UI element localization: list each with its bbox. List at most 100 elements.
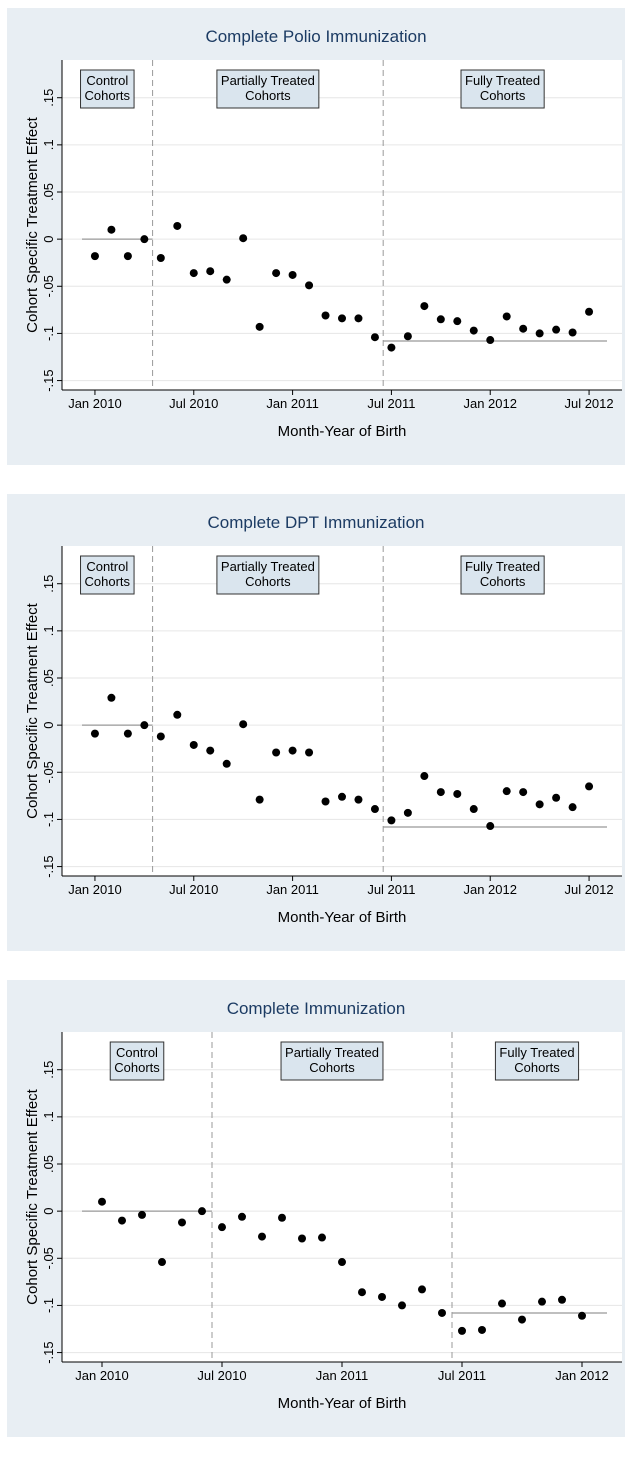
region-label-text: Partially Treated <box>221 73 315 88</box>
region-label-text: Cohorts <box>245 574 291 589</box>
region-label-box <box>460 555 545 595</box>
region-label-text: Cohorts <box>309 1060 355 1075</box>
data-point <box>140 721 149 730</box>
data-point <box>239 720 248 729</box>
plot-area <box>62 546 622 876</box>
y-tick-label: .05 <box>41 1155 56 1173</box>
chart-title: Complete Polio Immunization <box>205 27 426 46</box>
data-point <box>469 805 478 814</box>
data-point <box>370 805 379 814</box>
y-tick-label: .15 <box>41 89 56 107</box>
data-point <box>552 793 561 802</box>
data-point <box>398 1301 406 1310</box>
plot-area <box>62 60 622 390</box>
data-point <box>198 1207 206 1216</box>
x-tick-label: Jan 2012 <box>555 1368 609 1383</box>
data-point <box>123 729 132 738</box>
data-point <box>272 269 281 278</box>
region-label-text: Cohorts <box>480 88 526 103</box>
data-point <box>278 1213 286 1222</box>
data-point <box>438 1308 446 1317</box>
region-label-text: Control <box>116 1045 158 1060</box>
data-point <box>420 302 429 311</box>
data-point <box>478 1325 486 1334</box>
y-tick-label: .15 <box>41 575 56 593</box>
data-point <box>387 343 396 352</box>
data-point <box>469 326 478 335</box>
y-tick-label: .15 <box>41 1061 56 1079</box>
data-point <box>305 748 314 757</box>
region-label-text: Cohorts <box>245 88 291 103</box>
data-point <box>98 1197 106 1206</box>
data-point <box>158 1258 166 1267</box>
data-point <box>318 1233 326 1242</box>
y-tick-label: .1 <box>41 625 56 636</box>
region-label-box <box>216 555 320 595</box>
data-point <box>338 1258 346 1267</box>
y-tick-label: -.1 <box>41 326 56 341</box>
panel: Complete Immunization -.15 -.1 -.05 0 .05 .1 .1… <box>7 980 625 1437</box>
data-point <box>218 1223 226 1232</box>
x-axis-title: Month-Year of Birth <box>278 1395 407 1412</box>
y-tick-label: -.15 <box>41 369 56 391</box>
data-point <box>354 314 363 323</box>
data-point <box>107 225 116 234</box>
data-point <box>458 1326 466 1335</box>
data-point <box>436 315 445 324</box>
x-tick-label: Jan 2012 <box>463 396 517 411</box>
data-point <box>255 795 264 804</box>
x-tick-label: Jul 2010 <box>169 396 218 411</box>
data-point <box>486 822 495 831</box>
data-point <box>378 1292 386 1301</box>
x-tick-label: Jul 2012 <box>564 882 613 897</box>
y-tick-label: -.1 <box>41 812 56 827</box>
data-point <box>403 808 412 817</box>
data-point <box>173 221 182 230</box>
chart-title: Complete Immunization <box>227 999 406 1018</box>
region-label-text: Control <box>86 559 128 574</box>
region-label-box <box>494 1041 580 1081</box>
data-point <box>338 314 346 323</box>
data-point <box>239 234 248 243</box>
data-point <box>255 322 264 331</box>
data-point <box>498 1299 506 1308</box>
data-point <box>123 252 132 261</box>
region-label-text: Cohorts <box>114 1060 160 1075</box>
data-point <box>585 307 594 316</box>
data-point <box>535 329 544 338</box>
region-label-text: Cohorts <box>85 574 131 589</box>
region-label-box <box>216 69 320 109</box>
x-tick-label: Jul 2011 <box>367 882 415 897</box>
data-point <box>538 1297 546 1306</box>
y-tick-label: -.1 <box>41 1298 56 1313</box>
data-point <box>518 1315 526 1324</box>
y-tick-label: 0 <box>41 236 56 243</box>
y-tick-label: .1 <box>41 139 56 150</box>
data-point <box>222 275 231 284</box>
data-point <box>420 772 429 781</box>
region-label-text: Cohorts <box>514 1060 560 1075</box>
data-point <box>403 332 412 341</box>
data-point <box>436 788 445 797</box>
x-tick-label: Jan 2011 <box>316 1368 369 1383</box>
region-label-box <box>80 69 135 109</box>
region-label-text: Control <box>86 73 128 88</box>
data-point <box>90 252 99 261</box>
region-label-box <box>109 1041 165 1081</box>
region-label-text: Partially Treated <box>221 559 315 574</box>
x-axis-title: Month-Year of Birth <box>278 423 407 440</box>
data-point <box>107 693 116 702</box>
data-point <box>140 235 149 244</box>
data-point <box>354 795 363 804</box>
x-tick-label: Jul 2011 <box>367 396 415 411</box>
data-point <box>272 748 281 757</box>
